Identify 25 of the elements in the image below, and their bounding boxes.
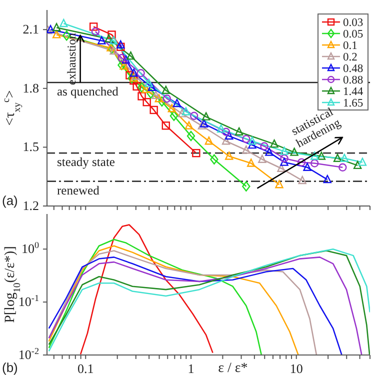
text: (a) (2, 193, 18, 208)
y-tick-label: 10$^{0}$ (21, 240, 40, 256)
x-tick-label: 10 (290, 361, 303, 375)
legend-label: 0.88 (343, 74, 364, 86)
x-axis-title: ε / ε* (218, 361, 248, 375)
x-tick-label: 1 (188, 361, 194, 375)
legend-label: 1.65 (343, 98, 364, 110)
ref-line-label: renewed (57, 183, 100, 198)
y-tick-label: 1.2 (22, 198, 39, 213)
y-tick-label: 1.8 (22, 80, 39, 96)
y-tick-label: 1.5 (22, 139, 39, 154)
legend-label: 0.03 (343, 17, 364, 29)
annotation: exhaustion (64, 33, 78, 85)
ref-line-label: as quenched (57, 84, 120, 99)
y-tick-label: 10$^{-2}$ (18, 346, 40, 362)
ref-line-label: steady state (57, 155, 116, 170)
legend-label: 0.05 (343, 28, 364, 40)
x-tick-label: 0.1 (77, 361, 94, 375)
legend-label: 1.44 (343, 86, 364, 98)
y-tick-label: 10$^{-1}$ (18, 293, 39, 310)
text: (b) (2, 360, 18, 375)
y-tick-label: 2.1 (22, 22, 39, 37)
legend-label: 0.2 (343, 52, 358, 64)
legend-label: 0.48 (343, 63, 364, 75)
legend-label: 0.1 (343, 40, 358, 52)
